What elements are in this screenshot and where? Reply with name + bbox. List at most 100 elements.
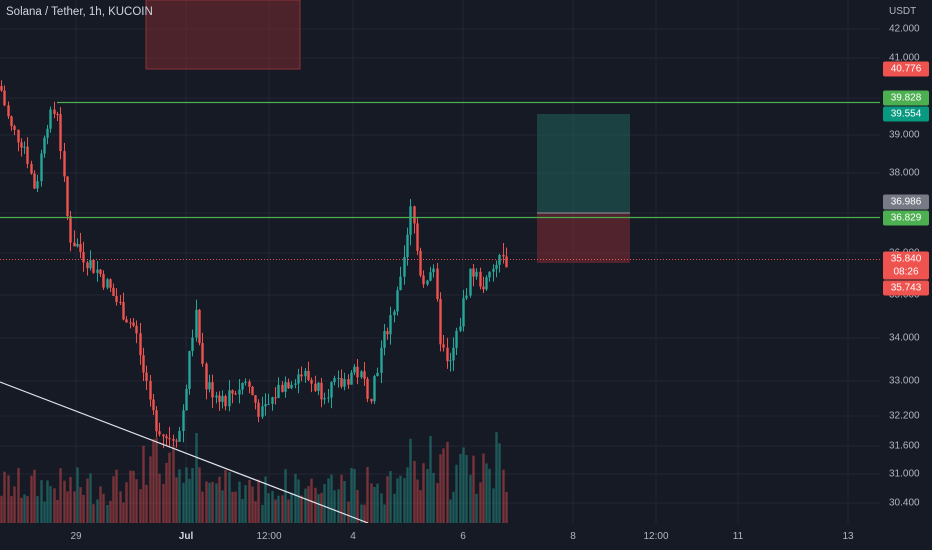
drawing-zones[interactable] [145, 0, 630, 263]
time-tick: 8 [570, 531, 576, 542]
volume-bar [119, 491, 122, 523]
candle-body [198, 309, 201, 344]
candle-body [396, 290, 399, 312]
candle-body [49, 109, 52, 129]
candle-body [492, 268, 495, 272]
volume-bar [238, 481, 241, 523]
candle-body [277, 384, 280, 399]
candle-body [498, 254, 501, 265]
time-tick: Jul [178, 531, 194, 542]
volume-bar [20, 497, 23, 523]
volume-bar [66, 491, 69, 523]
candle-body [119, 302, 122, 304]
volume-bar [0, 495, 3, 523]
chart-pane[interactable]: Solana / Tether, 1h, KUCOIN [0, 0, 880, 523]
volume-bar [290, 492, 293, 523]
currency-label[interactable]: USDT [889, 6, 917, 17]
volume-bar [436, 482, 439, 523]
volume-bar [76, 467, 79, 523]
volume-bar [274, 499, 277, 523]
volume-bar [198, 467, 201, 523]
trend-line [0, 381, 369, 523]
volume-bar [182, 482, 185, 523]
volume-bar [99, 486, 102, 523]
candle-body [297, 374, 300, 384]
volume-bar [122, 502, 125, 523]
candle-body [63, 151, 66, 177]
volume-bar [442, 448, 445, 523]
candle-body [284, 382, 287, 392]
candle-body [244, 381, 247, 383]
candle-body [314, 383, 317, 391]
candle-body [26, 146, 29, 164]
candle-body [353, 366, 356, 373]
candle-body [399, 276, 402, 291]
volume-bar [366, 467, 369, 523]
volume-bar [307, 486, 310, 523]
volume-bar [469, 474, 472, 523]
volume-bar [495, 432, 498, 523]
symbol-title[interactable]: Solana / Tether, 1h, KUCOIN [6, 6, 153, 18]
candle-body [129, 322, 132, 324]
volume-bar [323, 484, 326, 523]
candle-body [221, 396, 224, 402]
volume-bar [46, 480, 49, 523]
candle-body [175, 440, 178, 442]
time-axis[interactable]: 29 Jul 12:00 4 6 8 12:00 11 13 [0, 523, 880, 550]
volume-bar [459, 453, 462, 523]
candle-body [165, 436, 168, 439]
volume-bar [185, 467, 188, 523]
volume-bar [211, 481, 214, 523]
time-tick: 12:00 [643, 531, 669, 542]
price-axis[interactable]: USDT 42.000 41.000 39.000 38.000 36.000 … [880, 0, 932, 550]
candle-body [257, 402, 260, 417]
candle-body [191, 337, 194, 352]
candle-body [300, 374, 303, 377]
price-chart[interactable] [0, 0, 880, 523]
time-tick: 29 [70, 531, 82, 542]
volume-bar [132, 470, 135, 523]
candle-body [182, 410, 185, 432]
candle-body [356, 366, 359, 378]
price-tick: 31.000 [889, 468, 920, 480]
candle-body [224, 396, 227, 407]
volume-bar [129, 470, 132, 523]
candle-body [13, 126, 16, 130]
candle-body [211, 382, 214, 398]
volume-bar [152, 438, 155, 523]
volume-bar [429, 435, 432, 523]
candle-body [287, 382, 290, 389]
volume-bar [455, 464, 458, 523]
volume-bar [416, 479, 419, 523]
price-tick: 32.200 [889, 410, 920, 422]
volume-bar [195, 432, 198, 523]
volume-bar [304, 488, 307, 523]
volume-bar [406, 467, 409, 523]
candle-body [205, 363, 208, 390]
candle-body [139, 333, 142, 356]
volume-bar [396, 478, 399, 523]
candle-body [429, 272, 432, 281]
volume-bar [271, 490, 274, 523]
volume-bar [505, 491, 508, 523]
candle-body [66, 176, 69, 217]
candle-body [10, 116, 13, 127]
candle-body [195, 309, 198, 338]
volume-bar [462, 447, 465, 523]
candle-body [79, 243, 82, 252]
candle-body [317, 382, 320, 391]
volume-bar [294, 473, 297, 523]
candle-body [495, 264, 498, 269]
candle-body [350, 372, 353, 385]
volume-bar [347, 501, 350, 523]
candle-body [323, 398, 326, 400]
volume-bar [96, 499, 99, 523]
volume-bar [89, 473, 92, 523]
candle-body [109, 279, 112, 288]
candle-body [208, 382, 211, 390]
drawing-lines[interactable] [0, 101, 880, 524]
candle-body [347, 379, 350, 385]
volume-bar [422, 463, 425, 523]
volume-bar [287, 499, 290, 523]
candle-body [254, 395, 257, 403]
